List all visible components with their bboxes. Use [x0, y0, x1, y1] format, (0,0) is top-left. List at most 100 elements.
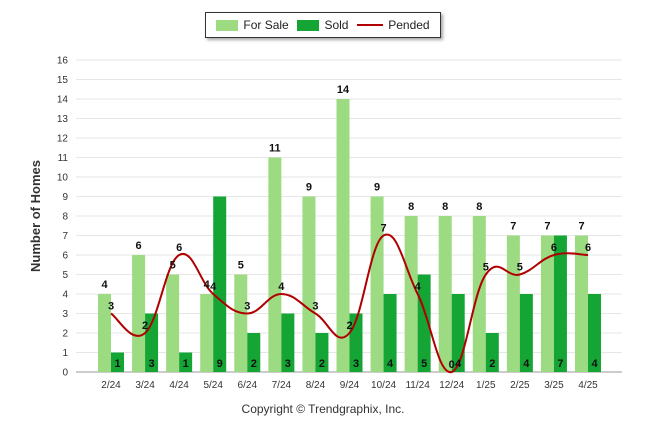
- label-sold: 4: [523, 358, 530, 370]
- x-tick-label: 6/24: [238, 380, 258, 391]
- x-tick-label: 2/24: [101, 380, 121, 391]
- bar-for-sale: [200, 294, 214, 372]
- bar-for-sale: [438, 216, 452, 372]
- label-for-sale: 5: [170, 260, 176, 272]
- x-tick-label: 2/25: [510, 380, 530, 391]
- label-pended: 4: [415, 281, 422, 293]
- bar-for-sale: [132, 255, 146, 372]
- label-sold: 7: [557, 358, 563, 370]
- label-sold: 3: [285, 358, 291, 370]
- y-tick-label: 6: [62, 251, 68, 262]
- label-for-sale: 4: [204, 279, 211, 291]
- x-tick-label: 9/24: [340, 380, 360, 391]
- y-tick-label: 8: [62, 212, 68, 223]
- x-tick-label: 4/24: [169, 380, 189, 391]
- y-tick-label: 12: [57, 134, 69, 145]
- y-tick-label: 3: [62, 309, 68, 320]
- bar-sold: [213, 196, 227, 372]
- bar-sold: [179, 352, 193, 372]
- x-tick-label: 4/25: [578, 380, 598, 391]
- label-sold: 1: [114, 358, 120, 370]
- x-tick-label: 11/24: [405, 380, 430, 391]
- bar-for-sale: [234, 274, 248, 372]
- label-pended: 6: [176, 242, 182, 254]
- bar-sold: [519, 294, 533, 372]
- label-sold: 4: [591, 358, 598, 370]
- legend-item-for-sale: For Sale: [216, 18, 289, 32]
- y-axis-title: Number of Homes: [28, 160, 43, 272]
- bar-for-sale: [540, 235, 554, 372]
- x-tick-label: 12/24: [439, 380, 464, 391]
- label-sold: 5: [421, 358, 427, 370]
- bar-sold: [383, 294, 397, 372]
- legend-swatch-sold: [297, 19, 320, 31]
- copyright-text: Copyright © Trendgraphix, Inc.: [241, 402, 405, 416]
- label-for-sale: 14: [337, 84, 350, 96]
- bar-sold: [111, 352, 124, 372]
- x-tick-label: 3/24: [135, 380, 155, 391]
- label-pended: 5: [483, 262, 489, 274]
- x-tick-label: 7/24: [272, 380, 292, 391]
- y-tick-label: 14: [57, 95, 69, 106]
- bar-sold: [451, 294, 465, 372]
- legend: For Sale Sold Pended: [205, 12, 441, 38]
- label-pended: 5: [517, 262, 523, 274]
- label-for-sale: 11: [269, 143, 281, 155]
- label-for-sale: 7: [510, 221, 516, 233]
- label-sold: 2: [319, 358, 325, 370]
- label-pended: 6: [551, 242, 557, 254]
- y-tick-label: 15: [57, 75, 69, 86]
- x-tick-label: 10/24: [371, 380, 396, 391]
- label-pended: 0: [449, 359, 455, 371]
- bar-for-sale: [575, 235, 588, 372]
- label-sold: 3: [149, 358, 155, 370]
- legend-item-sold: Sold: [297, 18, 348, 32]
- y-tick-label: 11: [58, 153, 69, 164]
- label-sold: 4: [387, 358, 394, 370]
- legend-label-pended: Pended: [388, 18, 430, 32]
- label-sold: 2: [251, 358, 257, 370]
- bar-sold: [315, 333, 329, 372]
- bar-sold: [281, 313, 295, 372]
- bar-for-sale: [472, 216, 486, 372]
- y-tick-label: 13: [57, 114, 69, 125]
- bar-for-sale: [166, 274, 180, 372]
- x-tick-label: 3/25: [544, 380, 564, 391]
- bar-for-sale: [98, 294, 111, 372]
- label-for-sale: 5: [238, 260, 244, 272]
- bar-sold: [247, 333, 261, 372]
- label-pended: 7: [381, 223, 387, 235]
- label-pended: 2: [346, 320, 352, 332]
- label-pended: 3: [244, 301, 250, 313]
- y-tick-label: 9: [62, 192, 68, 203]
- label-sold: 9: [217, 358, 223, 370]
- pended-line: [110, 233, 589, 374]
- bar-sold: [485, 333, 499, 372]
- bar-for-sale: [268, 157, 282, 372]
- bar-for-sale: [506, 235, 520, 372]
- label-for-sale: 7: [578, 221, 584, 233]
- legend-swatch-for-sale: [216, 19, 239, 31]
- legend-swatch-pended: [357, 24, 384, 26]
- y-tick-label: 1: [62, 348, 68, 359]
- label-for-sale: 9: [306, 182, 312, 194]
- bar-for-sale: [336, 99, 350, 372]
- bar-for-sale: [302, 196, 316, 372]
- label-pended: 6: [585, 242, 591, 254]
- x-tick-label: 5/24: [203, 380, 223, 391]
- label-for-sale: 4: [101, 279, 108, 291]
- label-pended: 4: [278, 281, 285, 293]
- label-pended: 3: [312, 301, 318, 313]
- x-tick-label: 8/24: [306, 380, 326, 391]
- bar-sold: [553, 235, 567, 372]
- bar-sold: [588, 294, 601, 372]
- label-for-sale: 8: [476, 201, 482, 213]
- label-for-sale: 7: [544, 221, 550, 233]
- bar-for-sale: [404, 216, 418, 372]
- label-sold: 4: [455, 358, 462, 370]
- label-for-sale: 6: [136, 240, 142, 252]
- y-tick-label: 16: [57, 56, 69, 67]
- y-tick-label: 0: [62, 368, 68, 379]
